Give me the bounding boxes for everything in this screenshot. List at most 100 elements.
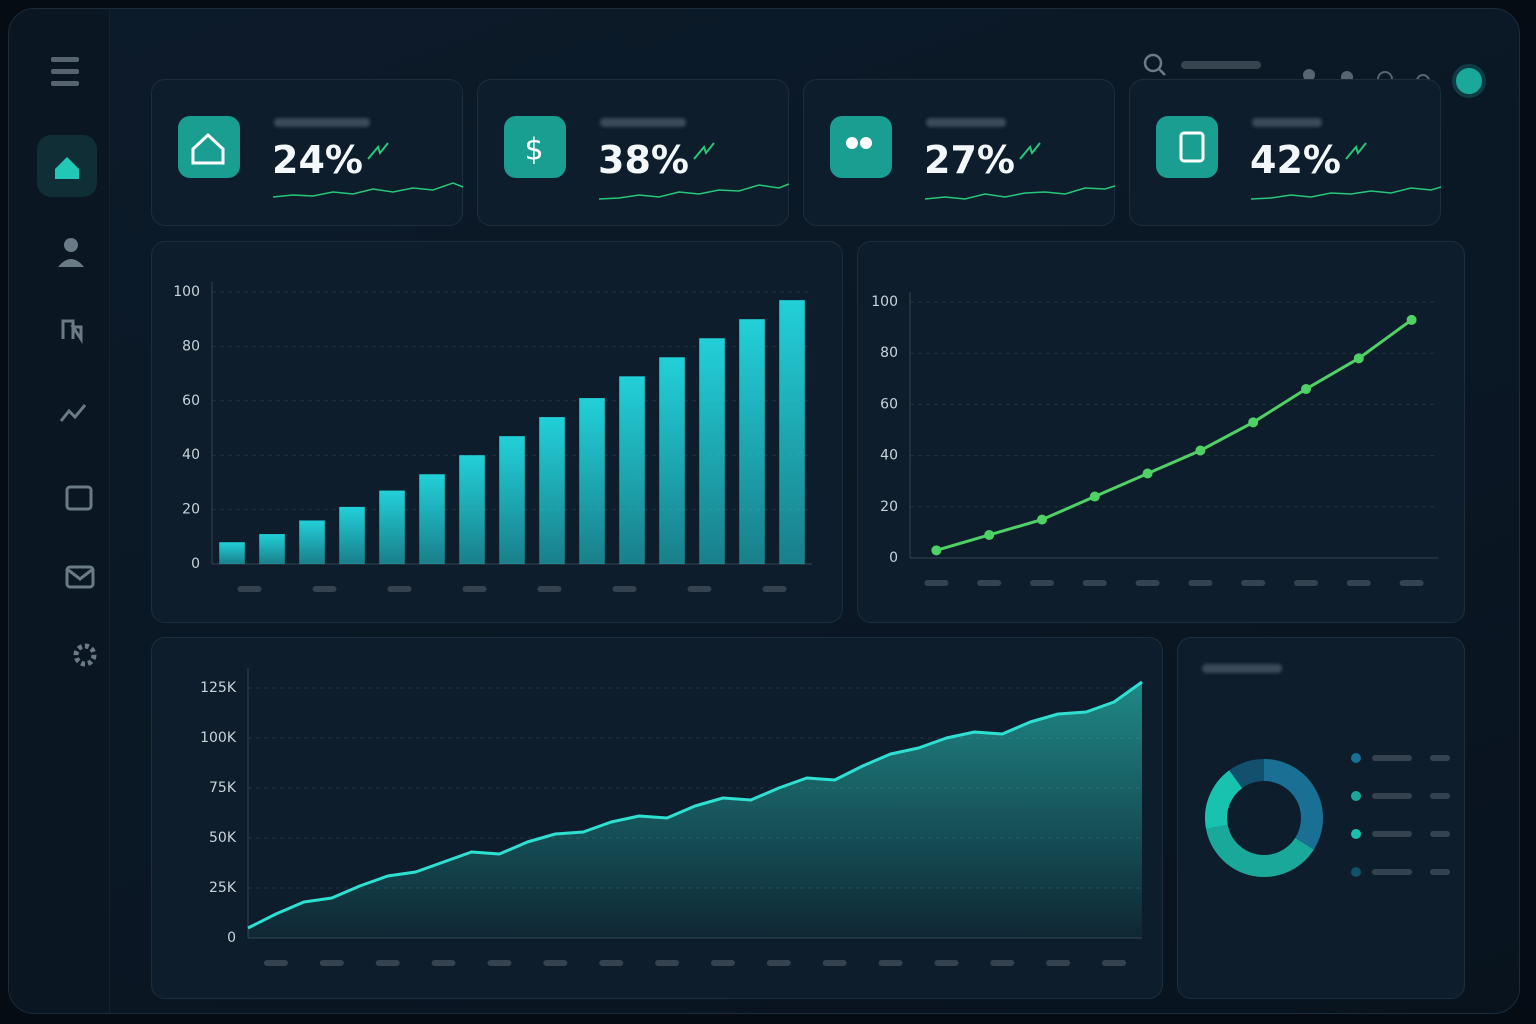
kpi-card: 27%	[803, 79, 1115, 226]
bar	[779, 300, 805, 564]
area-line	[247, 680, 1143, 930]
chart-panel: 0 25K 50K 75K 100K 125K	[151, 637, 1163, 999]
x-label-placeholder	[1188, 580, 1213, 586]
trend-arrow	[367, 142, 389, 160]
sparkline	[598, 183, 790, 200]
donut-segment	[1229, 759, 1265, 789]
kpi-icon	[1156, 116, 1218, 178]
y-tick-label: 40	[880, 448, 898, 464]
donut-segment	[1205, 770, 1243, 830]
nav-user[interactable]	[64, 238, 78, 252]
legend-value-placeholder	[1430, 755, 1450, 761]
kpi-label	[274, 118, 370, 127]
chart-panel: 0 20 40 60 80 100	[151, 241, 843, 623]
kpi-card: 24%	[151, 79, 463, 226]
x-label-placeholder	[878, 960, 903, 966]
nav-buildings[interactable]	[61, 319, 83, 344]
trend-arrow	[1345, 142, 1367, 160]
nav-icons	[37, 57, 97, 667]
data-point	[984, 529, 995, 540]
x-label-placeholder	[431, 960, 456, 966]
y-tick-label: 60	[880, 396, 898, 412]
bar	[539, 417, 565, 564]
data-point	[931, 545, 942, 556]
y-tick-label: 100	[173, 284, 200, 300]
data-point	[1195, 445, 1206, 456]
kpi-icon	[178, 116, 240, 178]
x-label-placeholder	[1135, 580, 1160, 586]
y-tick-label: 0	[191, 556, 200, 572]
nav-analytics[interactable]	[59, 404, 87, 422]
nav-user[interactable]	[58, 259, 84, 267]
nav-home[interactable]	[55, 157, 79, 179]
x-label-placeholder	[1241, 580, 1266, 586]
data-point	[1089, 491, 1100, 502]
legend-label-placeholder	[1372, 793, 1412, 799]
legend-value-placeholder	[1430, 831, 1450, 837]
data-line	[935, 318, 1413, 552]
logo	[51, 69, 79, 74]
legend-dot	[1351, 829, 1361, 839]
x-label-placeholder	[1399, 580, 1424, 586]
y-tick-label: 25K	[209, 880, 237, 896]
panel-title	[1202, 664, 1282, 673]
search-icon	[1158, 68, 1166, 76]
bar	[699, 338, 725, 564]
bar	[299, 520, 325, 564]
data-point	[1353, 353, 1364, 364]
bar	[619, 376, 645, 564]
donut-segment	[1206, 824, 1314, 877]
data-point	[1142, 468, 1153, 479]
area-fill	[248, 682, 1142, 938]
x-label-placeholder	[990, 960, 1015, 966]
bar	[259, 534, 285, 564]
y-tick-label: 20	[182, 502, 200, 518]
search-placeholder[interactable]	[1181, 61, 1261, 69]
x-label-placeholder	[687, 586, 712, 592]
toolbar-icon[interactable]	[1303, 69, 1315, 81]
nav-calendar[interactable]	[65, 485, 93, 511]
kpi-icon	[504, 116, 566, 178]
kpi-icon	[830, 116, 892, 178]
avatar[interactable]	[1452, 64, 1486, 98]
line-chart: 0 20 40 60 80 100	[871, 292, 1438, 586]
kpi-value: 38%	[598, 138, 689, 182]
sparkline	[1250, 186, 1442, 200]
data-point	[1037, 514, 1047, 525]
x-label-placeholder	[537, 586, 562, 592]
y-tick-label: 0	[227, 930, 236, 946]
x-label-placeholder	[1102, 960, 1127, 966]
legend-label-placeholder	[1372, 869, 1412, 875]
area-chart: 0 25K 50K 75K 100K 125K	[200, 668, 1143, 966]
search-icon[interactable]	[1143, 53, 1163, 73]
bar	[419, 474, 445, 564]
x-label-placeholder	[263, 960, 288, 966]
y-tick-label: 100	[871, 294, 898, 310]
bar	[219, 542, 245, 564]
icon-users	[860, 137, 872, 149]
x-label-placeholder	[934, 960, 959, 966]
bar	[499, 436, 525, 564]
kpi-value: 27%	[924, 138, 1015, 182]
x-label-placeholder	[487, 960, 512, 966]
x-label-placeholder	[312, 586, 337, 592]
y-tick-label: 40	[182, 447, 200, 463]
sidebar	[9, 9, 110, 1013]
kpi-label	[600, 118, 686, 127]
x-label-placeholder	[1046, 960, 1071, 966]
bar	[339, 506, 365, 564]
x-label-placeholder	[762, 586, 787, 592]
icon-clipboard	[1179, 131, 1205, 163]
nav-mail[interactable]	[65, 565, 95, 589]
x-label-placeholder	[237, 586, 262, 592]
trend-arrow	[693, 142, 715, 160]
kpi-decor	[272, 142, 1442, 200]
kpi-value: 42%	[1250, 138, 1341, 182]
x-label-placeholder	[387, 586, 412, 592]
x-label-placeholder	[319, 960, 344, 966]
x-label-placeholder	[766, 960, 791, 966]
y-tick-label: 80	[182, 338, 200, 354]
nav-settings[interactable]	[73, 643, 97, 667]
x-label-placeholder	[977, 580, 1002, 586]
nav-mail[interactable]	[66, 567, 94, 581]
